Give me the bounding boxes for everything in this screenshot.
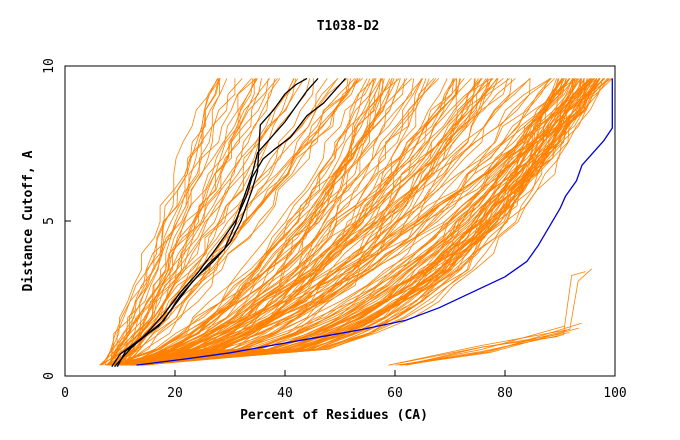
background-series-132 <box>125 78 594 366</box>
background-series-171 <box>133 78 563 366</box>
background-series-3 <box>108 78 257 366</box>
background-series-107 <box>124 78 423 366</box>
background-series-160 <box>143 78 571 366</box>
background-series-175 <box>147 78 582 366</box>
background-series-168 <box>135 78 563 366</box>
background-series-0 <box>107 78 220 366</box>
background-series-36 <box>105 78 297 366</box>
background-series-121 <box>126 78 368 366</box>
background-series-37 <box>108 78 278 366</box>
background-series-157 <box>139 78 573 366</box>
background-series-18 <box>124 78 220 366</box>
background-series-35 <box>108 78 262 366</box>
highlight-series-1 <box>116 77 308 368</box>
background-series-105 <box>115 78 437 366</box>
highlight-series-2 <box>114 77 346 368</box>
background-series-11 <box>117 78 236 366</box>
background-series-108 <box>120 78 571 366</box>
background-series-8 <box>116 78 269 366</box>
background-series-186 <box>395 322 582 366</box>
background-series-174 <box>117 78 582 366</box>
background-series-27 <box>109 78 359 366</box>
background-series-187 <box>388 332 570 366</box>
background-series-123 <box>117 78 455 366</box>
background-series-86 <box>110 78 576 366</box>
background-series-176 <box>125 78 600 366</box>
background-series-125 <box>131 78 516 366</box>
background-series-34 <box>104 78 221 366</box>
background-series-118 <box>139 78 576 366</box>
background-series-148 <box>126 78 563 366</box>
background-series-60 <box>119 78 455 366</box>
background-series-89 <box>136 78 461 366</box>
background-series-181 <box>399 271 586 366</box>
background-series-49 <box>117 78 375 366</box>
background-series-106 <box>121 78 499 366</box>
x-tick-label: 80 <box>497 386 513 401</box>
background-series-169 <box>126 78 579 366</box>
background-series-9 <box>106 78 363 366</box>
background-series-127 <box>126 78 401 366</box>
background-series-30 <box>123 78 357 366</box>
background-series-31 <box>112 78 315 366</box>
y-tick-label: 10 <box>42 58 57 74</box>
background-series-20 <box>109 78 228 366</box>
background-series-180 <box>388 268 593 366</box>
background-series-65 <box>118 78 454 366</box>
background-series-84 <box>121 78 430 366</box>
background-series-2 <box>108 78 243 366</box>
background-series-120 <box>135 78 475 366</box>
background-series-119 <box>130 78 511 366</box>
background-series-39 <box>119 78 356 366</box>
x-tick-label: 60 <box>387 386 403 401</box>
x-tick-label: 40 <box>277 386 293 401</box>
background-series-68 <box>127 78 551 366</box>
x-tick-label: 0 <box>61 386 69 401</box>
background-series-144 <box>125 78 585 366</box>
x-tick-label: 20 <box>167 386 183 401</box>
background-series-15 <box>105 78 281 366</box>
background-series-28 <box>116 78 348 366</box>
background-series-33 <box>111 78 218 366</box>
background-series-101 <box>117 78 382 366</box>
tick-layer: 0 20 40 60 80 100 0 5 10 <box>42 58 627 401</box>
background-series-4 <box>99 78 252 366</box>
background-series-179 <box>125 78 600 366</box>
background-series-114 <box>120 78 550 366</box>
background-series-126 <box>123 78 400 366</box>
background-series-40 <box>131 78 457 366</box>
y-axis-label: Distance Cutoff, A <box>21 150 36 291</box>
background-series-178 <box>127 78 600 366</box>
background-series-64 <box>122 78 552 366</box>
background-series-117 <box>131 78 531 366</box>
x-tick-label: 100 <box>603 386 626 401</box>
background-series-29 <box>116 78 257 366</box>
series-layer <box>99 77 613 368</box>
background-series-153 <box>122 78 571 366</box>
highlight-series-3 <box>136 78 613 366</box>
y-tick-label: 5 <box>42 217 57 225</box>
background-series-137 <box>133 78 559 366</box>
background-series-19 <box>111 78 270 366</box>
background-series-163 <box>115 78 604 366</box>
background-series-140 <box>120 78 585 366</box>
background-series-98 <box>104 78 395 366</box>
background-series-81 <box>126 78 435 366</box>
background-series-184 <box>400 325 565 366</box>
background-series-26 <box>118 78 299 366</box>
background-series-122 <box>126 78 374 366</box>
background-series-165 <box>131 78 588 366</box>
background-series-103 <box>126 78 472 366</box>
y-tick-label: 0 <box>42 372 57 380</box>
background-series-110 <box>108 78 423 366</box>
background-series-128 <box>130 78 398 366</box>
background-series-115 <box>126 78 479 366</box>
background-series-173 <box>126 78 588 366</box>
background-series-177 <box>142 78 597 366</box>
background-series-23 <box>106 78 352 366</box>
chart-title: T1038-D2 <box>317 19 380 34</box>
x-axis-label: Percent of Residues (CA) <box>240 408 428 423</box>
